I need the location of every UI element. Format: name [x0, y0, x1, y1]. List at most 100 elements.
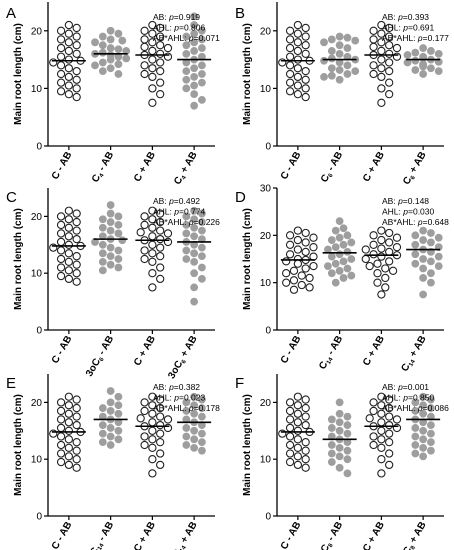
data-point [320, 38, 328, 47]
data-point [198, 70, 206, 78]
data-point [411, 259, 420, 268]
x-tick-label-3oc6-ab: 3oC6 - AB [84, 334, 117, 379]
data-point [106, 387, 115, 395]
data-point [156, 460, 165, 470]
data-point [343, 231, 352, 240]
data-point [427, 229, 435, 237]
x-tick-label-3oc14-ab: 3oC14 + AB [165, 520, 201, 550]
y-tick-label: 20 [260, 26, 272, 37]
data-point [106, 226, 115, 235]
data-point [148, 455, 157, 464]
stats-line: AB*AHL: p=0.178 [153, 403, 220, 413]
data-point [285, 423, 295, 433]
data-point [64, 401, 74, 410]
data-point [411, 240, 420, 249]
data-point [148, 418, 157, 427]
data-point [106, 35, 115, 44]
data-point [148, 64, 157, 73]
data-point [72, 463, 81, 472]
data-point [148, 283, 157, 292]
data-point [293, 418, 303, 427]
data-point [385, 238, 394, 247]
data-point [190, 90, 199, 99]
data-point [114, 392, 123, 401]
data-point [98, 223, 107, 232]
data-point [98, 215, 107, 224]
data-point [293, 46, 303, 56]
data-point [190, 257, 199, 266]
data-point [331, 226, 340, 235]
data-point [289, 276, 299, 285]
data-point [377, 252, 386, 261]
data-point [377, 426, 386, 435]
y-tick-label: 10 [31, 84, 43, 95]
data-point [343, 44, 352, 52]
data-point [114, 212, 123, 221]
data-point [419, 435, 428, 444]
data-point [91, 61, 99, 70]
data-point [419, 236, 428, 244]
data-point [106, 407, 115, 415]
data-point [98, 249, 107, 258]
data-point [156, 403, 165, 413]
data-point [148, 232, 157, 241]
data-point [182, 32, 191, 41]
data-point [49, 243, 58, 252]
data-point [98, 266, 107, 275]
data-point [98, 48, 107, 57]
panel-label: B [235, 5, 245, 22]
stats-line: AB*AHL: p=0.071 [153, 33, 220, 43]
data-point [72, 403, 81, 413]
data-point [198, 446, 206, 455]
y-tick-label: 10 [31, 269, 43, 280]
data-point [339, 274, 348, 282]
x-tick-label-c-ab: C - AB [279, 520, 304, 550]
data-point [140, 254, 149, 264]
data-point [114, 29, 123, 38]
y-tick-label: 0 [265, 326, 271, 337]
data-point [419, 62, 428, 71]
data-point [327, 35, 336, 44]
data-point [190, 223, 199, 232]
data-point [361, 245, 370, 254]
data-point [282, 269, 291, 278]
data-point [301, 84, 310, 93]
data-point [148, 257, 157, 266]
data-point [377, 443, 386, 452]
data-point [285, 43, 295, 53]
data-point [156, 41, 165, 50]
data-point [64, 223, 74, 232]
data-point [385, 412, 394, 421]
data-point [427, 269, 435, 278]
data-point [411, 449, 420, 458]
y-tick-label: 0 [36, 326, 42, 337]
data-point [118, 36, 127, 45]
data-point [327, 252, 336, 261]
data-point [388, 266, 398, 275]
data-point [148, 269, 157, 278]
data-point [369, 240, 378, 249]
stats-line: AB*AHL: p=0.648 [382, 217, 449, 227]
data-point [377, 418, 386, 427]
data-point [106, 243, 115, 252]
data-point [106, 209, 115, 218]
data-point [343, 70, 352, 78]
data-point [140, 42, 149, 52]
y-tick-label: 0 [36, 512, 42, 523]
data-point [140, 440, 149, 450]
data-point [285, 61, 295, 70]
data-point [327, 415, 336, 424]
data-point [343, 33, 352, 42]
data-point [190, 81, 199, 90]
data-point [285, 78, 295, 87]
data-point [335, 32, 344, 41]
data-point [190, 215, 199, 224]
data-point [377, 226, 386, 235]
data-point [385, 228, 394, 238]
data-point [419, 44, 428, 52]
y-tick-label: 10 [260, 84, 272, 95]
data-point [64, 392, 74, 401]
data-point [343, 412, 352, 421]
y-tick-label: 20 [260, 398, 272, 409]
data-point [419, 274, 428, 282]
